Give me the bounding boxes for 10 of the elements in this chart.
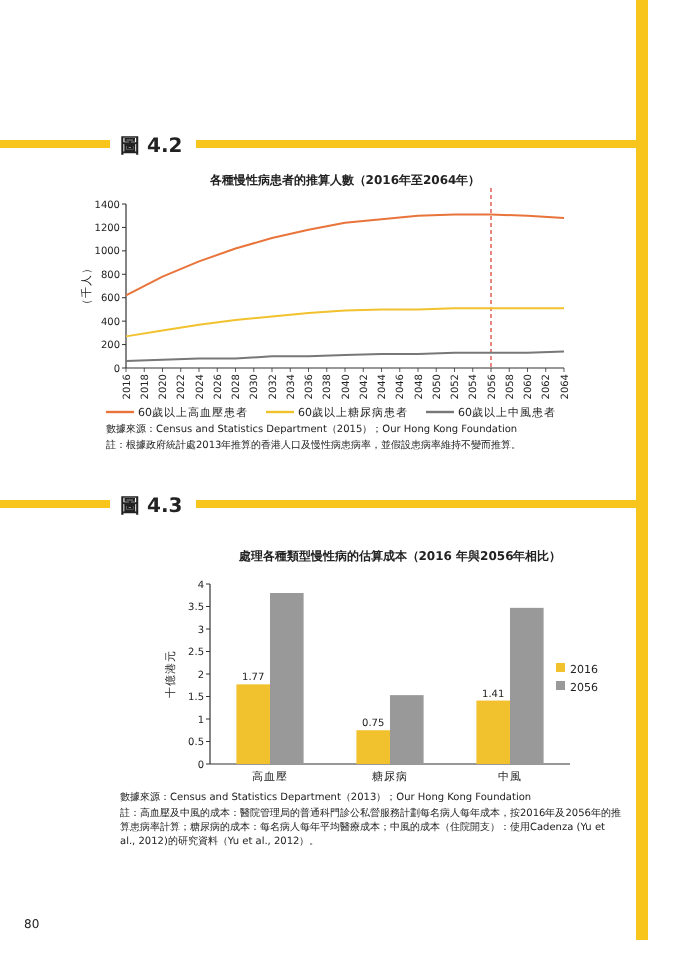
bar: [356, 730, 390, 764]
bar: [390, 695, 424, 764]
line-series: [125, 307, 565, 338]
chart-title: 圖 4.3: [120, 496, 183, 518]
bar: [236, 684, 270, 764]
bar: [510, 607, 544, 764]
line-series: [125, 213, 565, 297]
chart-title: 圖 4.2: [120, 136, 183, 158]
bar: [270, 593, 304, 764]
bar: [476, 700, 510, 764]
